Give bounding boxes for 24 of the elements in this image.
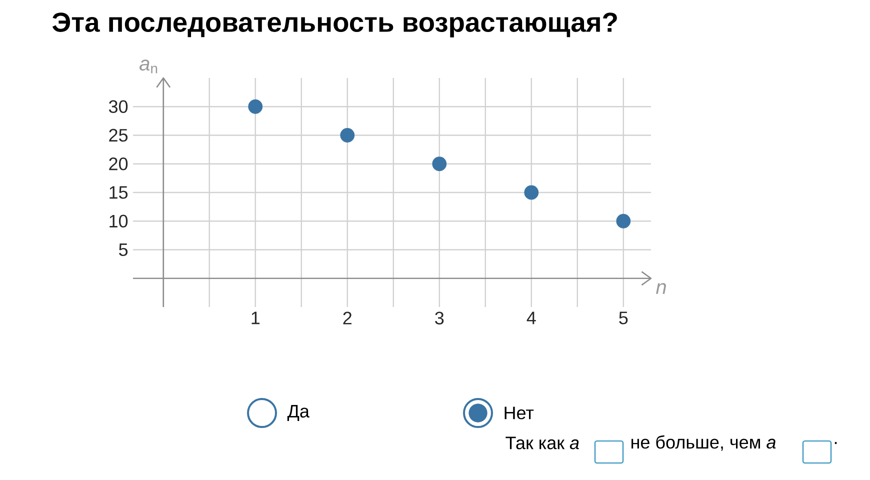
text: .: [834, 442, 837, 444]
text: Нет: [504, 406, 534, 420]
point: [616, 214, 631, 228]
point: [340, 128, 355, 142]
x-tick-label: 1: [252, 312, 260, 324]
y-tick-label: 15: [110, 186, 128, 199]
y-tick-label: 10: [110, 214, 128, 228]
text: Так как a: [506, 436, 579, 450]
chart-title: Эта последовательность возрастающая?: [52, 12, 617, 38]
y-tick-label: 30: [108, 100, 128, 113]
y-tick-label: 20: [109, 158, 128, 170]
y-axis-title: a$_{n}$: [140, 60, 158, 74]
y-tick-label: 25: [109, 128, 128, 142]
x-tick-label: 2: [343, 312, 352, 324]
x-tick-label: 3: [435, 312, 444, 324]
x-tick-label: 4: [526, 312, 536, 324]
x-tick-label: 5: [619, 312, 628, 324]
x-axis-title: n: [656, 283, 666, 294]
point: [248, 99, 263, 114]
point: [432, 156, 447, 172]
text: не больше, чем a: [632, 435, 776, 451]
y-tick-label: 5: [118, 243, 128, 256]
point: [524, 185, 539, 200]
text: Да: [287, 405, 310, 421]
